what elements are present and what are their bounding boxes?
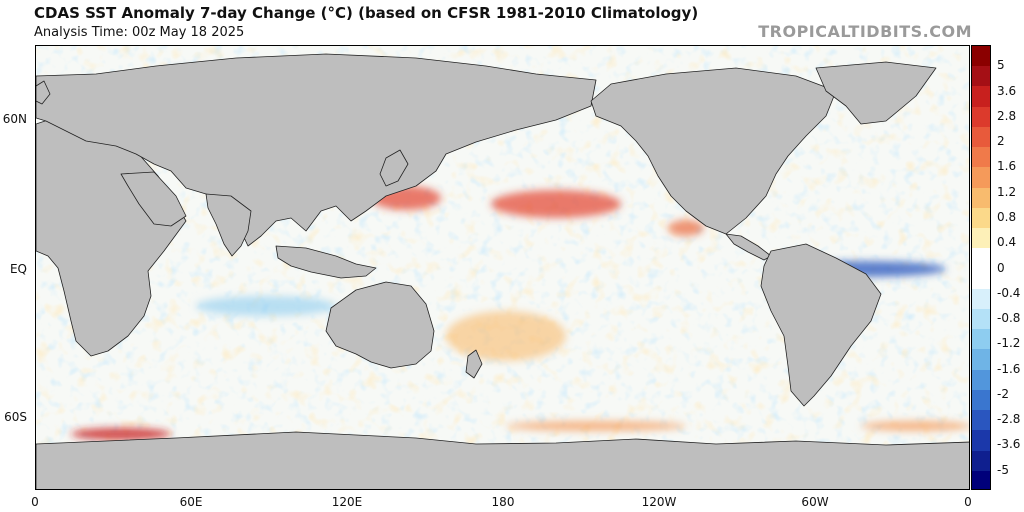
- colorbar-tick-label: 0.8: [997, 209, 1017, 224]
- colorbar-tick-label: -2: [997, 386, 1009, 401]
- colorbar-segment: [972, 369, 990, 391]
- north-america: [590, 67, 837, 235]
- south-america: [760, 243, 882, 407]
- colorbar-tick-label: 5: [997, 58, 1005, 73]
- new-zealand: [465, 349, 483, 379]
- colorbar-tick-label: 2: [997, 134, 1005, 149]
- southeast-asia-islands: [275, 245, 377, 279]
- lon-label-120w: 120W: [641, 495, 677, 509]
- colorbar-tick-label: -1.2: [997, 336, 1021, 351]
- colorbar-segment: [972, 470, 990, 489]
- lat-label-60s: 60S: [4, 410, 27, 424]
- colorbar-segment: [972, 106, 990, 128]
- map-canvas: [36, 46, 969, 489]
- colorbar-segment: [972, 389, 990, 411]
- colorbar-segment: [972, 248, 990, 269]
- colorbar-segment: [972, 288, 990, 310]
- lat-label-eq: EQ: [9, 262, 27, 276]
- colorbar-segment: [972, 329, 990, 350]
- lon-label-180: 180: [491, 495, 515, 509]
- colorbar-segment: [972, 147, 990, 168]
- colorbar-tick-label: 0.4: [997, 235, 1017, 250]
- lon-label-60e: 60E: [179, 495, 203, 509]
- colorbar-segment: [972, 86, 990, 108]
- colorbar-segment: [972, 207, 990, 229]
- australia: [325, 281, 435, 369]
- lon-label-0-west: 0: [31, 495, 39, 509]
- colorbar-tick-label: -1.6: [997, 361, 1021, 376]
- colorbar-tick-label: 3.6: [997, 83, 1017, 98]
- colorbar-segment: [972, 430, 990, 452]
- greenland: [815, 61, 937, 125]
- map-title: CDAS SST Anomaly 7-day Change (°C) (base…: [34, 4, 699, 22]
- colorbar-tick-label: -3.6: [997, 437, 1021, 452]
- analysis-time: Analysis Time: 00z May 18 2025: [34, 25, 245, 40]
- colorbar-segment: [972, 410, 990, 431]
- lon-label-0-east: 0: [964, 495, 972, 509]
- colorbar-tick-label: 1.6: [997, 159, 1017, 174]
- land: [36, 53, 969, 489]
- colorbar-segment: [972, 268, 990, 290]
- lat-label-60n: 60N: [2, 112, 27, 126]
- lon-label-120e: 120E: [331, 495, 363, 509]
- eurasia: [36, 53, 597, 247]
- colorbar-tick-label: 2.8: [997, 108, 1017, 123]
- site-credit: TROPICALTIDBITS.COM: [758, 22, 972, 41]
- colorbar-segment: [972, 450, 990, 472]
- india: [205, 193, 252, 257]
- arabia: [120, 171, 187, 227]
- colorbar-segment: [972, 349, 990, 371]
- colorbar-segment: [972, 46, 990, 67]
- colorbar-segment: [972, 187, 990, 209]
- colorbar-segment: [972, 126, 990, 148]
- colorbar-segment: [972, 66, 990, 87]
- britain: [36, 80, 51, 105]
- colorbar-tick-label: -2.8: [997, 412, 1021, 427]
- colorbar-tick-label: 1.2: [997, 184, 1017, 199]
- colorbar: [971, 45, 991, 490]
- antarctica: [36, 431, 969, 489]
- colorbar-tick-label: 0: [997, 260, 1005, 275]
- lon-label-60w: 60W: [801, 495, 829, 509]
- colorbar-tick-label: -5: [997, 462, 1009, 477]
- colorbar-segment: [972, 167, 990, 189]
- sst-anomaly-map: [35, 45, 970, 490]
- japan: [379, 149, 409, 187]
- colorbar-tick-label: -0.4: [997, 285, 1021, 300]
- colorbar-segment: [972, 308, 990, 330]
- colorbar-segment: [972, 228, 990, 249]
- colorbar-tick-label: -0.8: [997, 311, 1021, 326]
